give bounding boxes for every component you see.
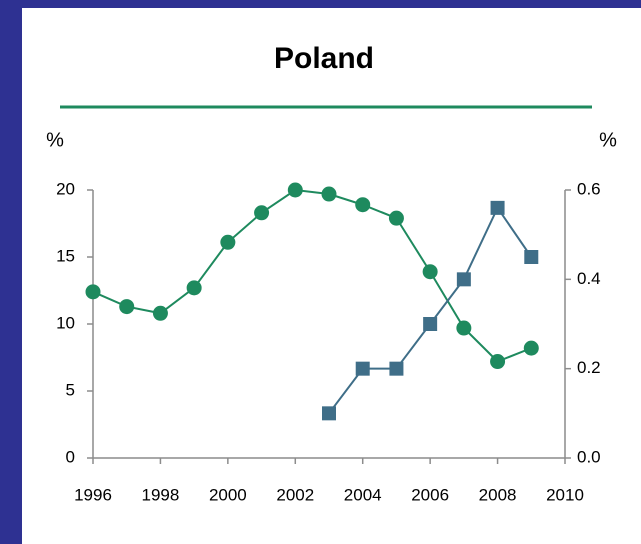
marker bbox=[220, 234, 236, 250]
marker bbox=[186, 280, 202, 296]
y2-tick-label: 0.4 bbox=[577, 269, 601, 288]
marker bbox=[355, 197, 371, 213]
y-tick-label: 5 bbox=[66, 380, 75, 399]
y-tick-label: 0 bbox=[66, 447, 75, 466]
x-tick-label: 1996 bbox=[74, 485, 112, 504]
x-tick-label: 2000 bbox=[209, 485, 247, 504]
marker bbox=[152, 305, 168, 321]
marker bbox=[254, 205, 270, 221]
marker bbox=[523, 340, 539, 356]
marker bbox=[490, 200, 505, 215]
y2-tick-label: 0.0 bbox=[577, 447, 601, 466]
marker bbox=[456, 320, 472, 336]
marker bbox=[119, 299, 135, 315]
y2-tick-label: 0.6 bbox=[577, 179, 601, 198]
marker bbox=[287, 182, 303, 198]
marker bbox=[321, 186, 337, 202]
chart-title: Poland bbox=[274, 42, 374, 75]
x-tick-label: 1998 bbox=[142, 485, 180, 504]
marker bbox=[490, 354, 506, 370]
marker bbox=[422, 264, 438, 280]
y2-tick-label: 0.2 bbox=[577, 358, 601, 377]
y2-axis-label: % bbox=[599, 129, 617, 151]
marker bbox=[85, 284, 101, 300]
x-tick-label: 2006 bbox=[411, 485, 449, 504]
y-tick-label: 20 bbox=[56, 179, 75, 198]
x-tick-label: 2002 bbox=[276, 485, 314, 504]
marker bbox=[355, 361, 370, 376]
y-tick-label: 10 bbox=[56, 313, 75, 332]
panel bbox=[22, 8, 641, 544]
y-tick-label: 15 bbox=[56, 246, 75, 265]
x-tick-label: 2010 bbox=[546, 485, 584, 504]
marker bbox=[524, 250, 539, 264]
marker bbox=[389, 361, 404, 376]
marker bbox=[322, 406, 336, 421]
marker bbox=[388, 210, 404, 226]
y-axis-label: % bbox=[46, 129, 64, 151]
marker bbox=[423, 317, 438, 331]
marker bbox=[456, 272, 471, 287]
x-tick-label: 2008 bbox=[479, 485, 517, 504]
x-tick-label: 2004 bbox=[344, 485, 382, 504]
